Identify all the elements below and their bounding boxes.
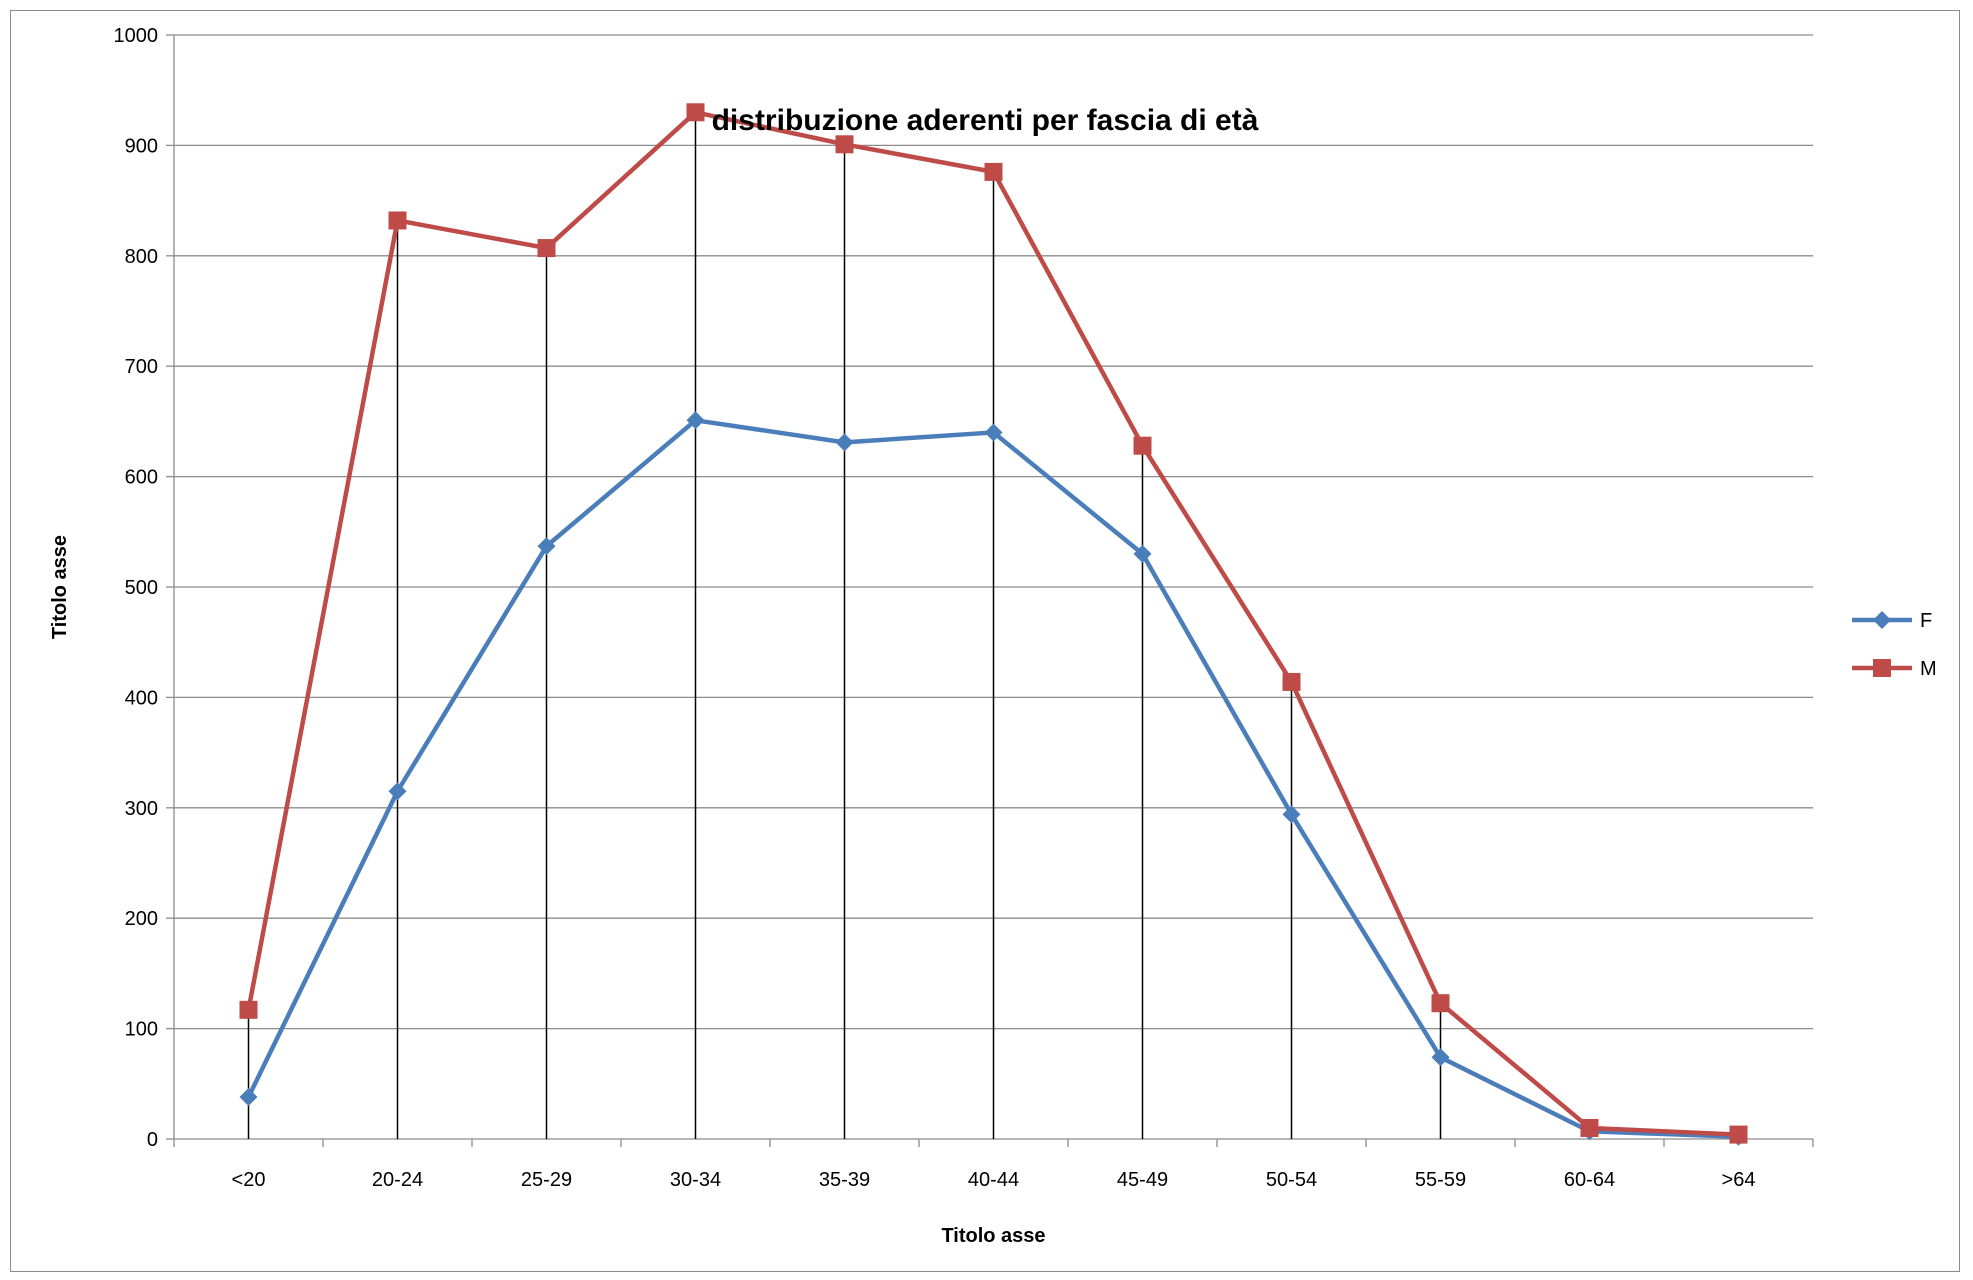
series-lines (239, 103, 1748, 1146)
data-point-M (1133, 436, 1152, 455)
data-point-M (984, 162, 1003, 181)
legend-label: M (1920, 658, 1937, 680)
legend-item-M: M (1852, 658, 1937, 680)
x-tick-label: 50-54 (1266, 1169, 1317, 1191)
x-axis-ticks: <20 20-24 25-29 30-34 35-39 40-44 45-49 50-54 55… (173, 1139, 1814, 1191)
y-axis-title: Titolo asse (49, 535, 71, 639)
x-tick-label: 45-49 (1117, 1169, 1168, 1191)
data-point-M (537, 239, 556, 258)
legend-swatch-marker (1873, 611, 1891, 629)
x-tick-label: 40-44 (968, 1169, 1019, 1191)
data-point-M (239, 1000, 258, 1019)
data-point-F (1431, 1048, 1450, 1067)
x-tick-label: 30-34 (670, 1169, 721, 1191)
y-tick-label: 400 (125, 687, 158, 709)
x-tick-label: 20-24 (372, 1169, 423, 1191)
y-tick-label: 200 (125, 908, 158, 930)
x-tick-label: 25-29 (521, 1169, 572, 1191)
y-axis-ticks: 0 100 200 300 400 500 600 700 800 900 1000 (114, 25, 174, 1151)
y-tick-label: 100 (125, 1019, 158, 1041)
series-M (239, 103, 1748, 1144)
data-point-F (388, 782, 407, 801)
data-point-F (835, 433, 854, 452)
y-tick-label: 800 (125, 246, 158, 268)
y-tick-label: 900 (125, 135, 158, 157)
chart-title: distribuzione aderenti per fascia di età (712, 104, 1259, 137)
chart-frame (10, 10, 1960, 1272)
y-tick-label: 500 (125, 577, 158, 599)
data-point-M (835, 135, 854, 154)
data-point-F (1133, 544, 1152, 563)
x-axis-title: Titolo asse (941, 1225, 1045, 1247)
data-point-M (1282, 672, 1301, 691)
y-tick-label: 300 (125, 798, 158, 820)
y-tick-label: 0 (147, 1129, 158, 1151)
y-tick-label: 600 (125, 467, 158, 489)
x-tick-label: 55-59 (1415, 1169, 1466, 1191)
data-point-F (239, 1088, 258, 1107)
data-point-F (1282, 805, 1301, 824)
data-point-M (1729, 1125, 1748, 1144)
data-point-F (686, 411, 705, 430)
drop-lines (247, 112, 1740, 1139)
data-point-M (1431, 994, 1450, 1013)
data-point-F (984, 423, 1003, 442)
data-point-M (388, 211, 407, 230)
gridlines (174, 34, 1813, 1030)
legend-item-F: F (1852, 610, 1932, 632)
legend: FM (1852, 610, 1937, 680)
x-tick-label: <20 (232, 1169, 266, 1191)
x-tick-label: 60-64 (1564, 1169, 1615, 1191)
data-point-M (1580, 1118, 1599, 1137)
data-point-M (686, 103, 705, 122)
x-tick-label: >64 (1722, 1169, 1756, 1191)
y-tick-label: 1000 (114, 25, 159, 47)
x-tick-label: 35-39 (819, 1169, 870, 1191)
data-point-F (537, 537, 556, 556)
legend-swatch-marker (1873, 659, 1891, 677)
y-tick-label: 700 (125, 356, 158, 378)
legend-label: F (1920, 610, 1932, 632)
